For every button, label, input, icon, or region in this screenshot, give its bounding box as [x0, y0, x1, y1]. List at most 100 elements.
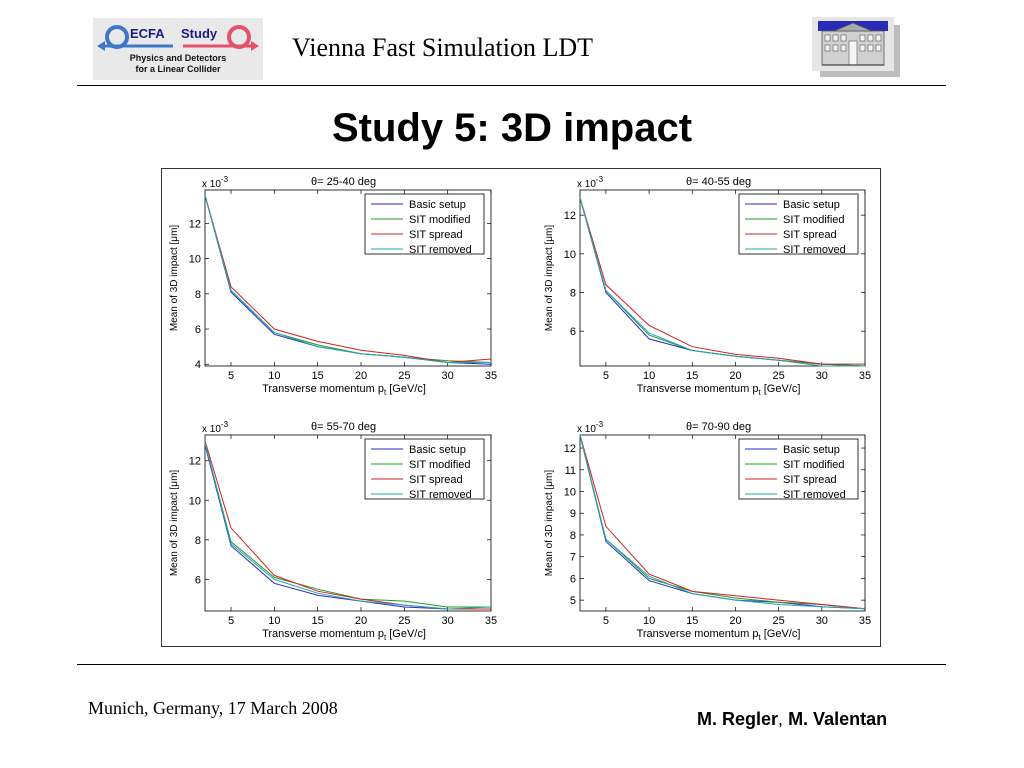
figure-panel: 5 10 15 20 25 30 35 4 6 8 10 12 x 10-3 θ= 25-40 deg Tr…: [161, 168, 881, 647]
y-tick-label: 12: [189, 218, 201, 230]
legend-label: SIT spread: [783, 229, 837, 241]
y-tick-label: 8: [570, 530, 576, 542]
x-tick-label: 25: [773, 615, 785, 627]
y-tick-label: 6: [195, 324, 201, 336]
series-line-removed: [204, 195, 491, 363]
y-multiplier: x 10-3: [577, 420, 604, 435]
y-tick-label: 8: [195, 289, 201, 301]
y-tick-label: 7: [570, 552, 576, 564]
x-axis-label: Transverse momentum pt [GeV/c]: [262, 628, 426, 642]
x-tick-label: 25: [773, 370, 785, 382]
y-tick-label: 8: [570, 288, 576, 300]
x-tick-label: 20: [355, 615, 367, 627]
y-tick-label: 10: [564, 249, 576, 261]
y-tick-label: 6: [195, 574, 201, 586]
legend-label: SIT spread: [409, 229, 463, 241]
series-line-modified: [204, 442, 491, 608]
legend-label: SIT spread: [783, 474, 837, 486]
footer-divider: [77, 664, 946, 665]
x-tick-label: 25: [398, 615, 410, 627]
x-tick-label: 5: [228, 615, 234, 627]
author-separator: ,: [778, 709, 784, 729]
author-2: M. Valentan: [788, 709, 888, 729]
y-tick-label: 10: [189, 495, 201, 507]
y-tick-label: 12: [564, 443, 576, 455]
y-tick-label: 10: [189, 254, 201, 266]
x-tick-label: 35: [485, 615, 497, 627]
legend: Basic setup SIT modified SIT spread SIT rem…: [364, 438, 485, 501]
logo-study-text: Study: [181, 26, 218, 41]
legend-label: SIT spread: [409, 474, 463, 486]
y-tick-label: 6: [570, 573, 576, 585]
x-axis-label: Transverse momentum pt [GeV/c]: [637, 628, 801, 642]
x-tick-label: 5: [228, 370, 234, 382]
series-line-removed: [579, 434, 866, 610]
x-tick-label: 30: [816, 615, 828, 627]
header-divider: [77, 85, 946, 86]
x-tick-label: 30: [442, 615, 454, 627]
legend-label: SIT modified: [409, 214, 471, 226]
legend-label: Basic setup: [783, 199, 840, 211]
x-tick-label: 35: [859, 370, 871, 382]
x-tick-label: 20: [355, 370, 367, 382]
legend: Basic setup SIT modified SIT spread SIT rem…: [364, 193, 485, 256]
y-multiplier: x 10-3: [577, 175, 604, 190]
chart-title: θ= 25-40 deg: [311, 176, 376, 188]
chart-1: 5 10 15 20 25 30 35 4 6 8 10 12 x 10-3 θ= 25-40 deg Tr…: [169, 175, 497, 397]
y-axis-label: Mean of 3D impact [μm]: [544, 470, 555, 577]
logo-line-1: Physics and Detectors: [129, 53, 227, 63]
legend-label: SIT modified: [783, 214, 845, 226]
x-tick-label: 30: [816, 370, 828, 382]
chart-3: 5 10 15 20 25 30 35 6 8 10 12 x 10-3 θ= 55-70 deg Tra…: [169, 420, 497, 642]
logo-ecfa-text: ECFA: [130, 26, 165, 41]
legend-label: Basic setup: [783, 444, 840, 456]
x-tick-label: 10: [643, 615, 655, 627]
legend-label: SIT removed: [783, 489, 846, 501]
x-axis-label: Transverse momentum pt [GeV/c]: [262, 383, 426, 397]
legend: Basic setup SIT modified SIT spread SIT rem…: [738, 193, 859, 256]
legend-label: SIT modified: [783, 459, 845, 471]
series-line-removed: [204, 442, 492, 610]
y-multiplier: x 10-3: [202, 420, 229, 435]
series-line-spread: [579, 434, 866, 610]
x-tick-label: 5: [603, 370, 609, 382]
legend-label: SIT removed: [409, 244, 472, 256]
y-tick-label: 5: [570, 595, 576, 607]
x-tick-label: 35: [485, 370, 497, 382]
legend-label: Basic setup: [409, 199, 466, 211]
chart-2: 5 10 15 20 25 30 35 6 8 10 12 x 10-3 θ= 40-55 deg Tra…: [544, 175, 871, 397]
y-axis-label: Mean of 3D impact [μm]: [169, 225, 180, 332]
header-title: Vienna Fast Simulation LDT: [292, 33, 594, 62]
legend: Basic setup SIT modified SIT spread SIT rem…: [738, 438, 859, 501]
x-tick-label: 15: [312, 370, 324, 382]
legend-label: SIT removed: [409, 489, 472, 501]
author-1: M. Regler: [697, 709, 779, 729]
y-axis-label: Mean of 3D impact [μm]: [544, 225, 555, 332]
series-line-spread: [579, 197, 865, 365]
y-multiplier: x 10-3: [202, 175, 229, 190]
y-axis-label: Mean of 3D impact [μm]: [169, 470, 180, 577]
x-tick-label: 25: [398, 370, 410, 382]
x-tick-label: 20: [729, 615, 741, 627]
chart-title: θ= 70-90 deg: [686, 421, 751, 433]
x-tick-label: 35: [859, 615, 871, 627]
chart-title: θ= 40-55 deg: [686, 176, 751, 188]
y-tick-label: 4: [195, 359, 201, 371]
x-tick-label: 30: [442, 370, 454, 382]
chart-title: θ= 55-70 deg: [311, 421, 376, 433]
y-tick-label: 9: [570, 508, 576, 520]
university-building-logo: [812, 17, 902, 77]
y-tick-label: 6: [570, 326, 576, 338]
y-tick-label: 8: [195, 535, 201, 547]
legend-label: Basic setup: [409, 444, 466, 456]
x-tick-label: 15: [312, 615, 324, 627]
footer-authors: M. Regler, M. Valentan: [697, 709, 887, 730]
x-tick-label: 10: [643, 370, 655, 382]
x-tick-label: 10: [268, 370, 280, 382]
y-tick-label: 12: [189, 456, 201, 468]
x-tick-label: 5: [603, 615, 609, 627]
x-tick-label: 15: [686, 615, 698, 627]
y-tick-label: 10: [564, 486, 576, 498]
logo-line-2: for a Linear Collider: [135, 64, 221, 74]
legend-label: SIT removed: [783, 244, 846, 256]
